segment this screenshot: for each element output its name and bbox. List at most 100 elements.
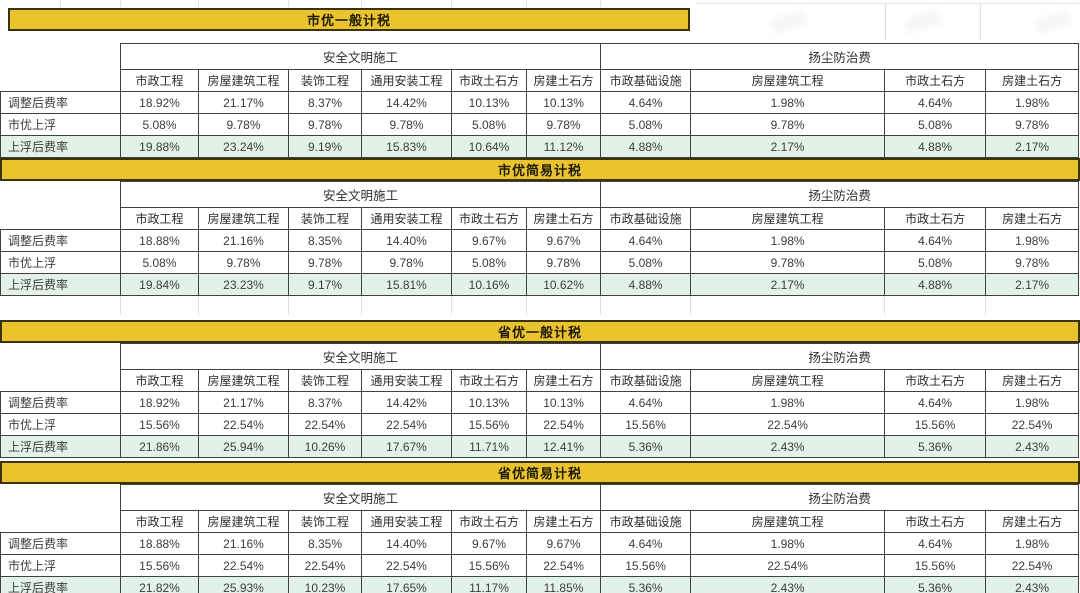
column-header: 房建土石方 (985, 510, 1080, 533)
row-label: 上浮后费率 (0, 576, 121, 593)
value-cell: 1.98% (985, 532, 1080, 555)
header-spacer (1, 370, 121, 392)
column-header: 房屋建筑工程 (690, 369, 886, 392)
value-cell: 9.78% (525, 113, 602, 136)
column-header: 房屋建筑工程 (198, 69, 289, 92)
value-cell: 19.88% (120, 135, 199, 158)
value-cell: 2.43% (985, 576, 1080, 593)
value-cell: 4.88% (884, 273, 987, 296)
value-cell: 15.56% (451, 413, 527, 436)
value-cell: 9.78% (198, 113, 289, 136)
gridline (120, 0, 121, 7)
group-header-dust: 扬尘防治费 (600, 343, 1080, 370)
value-cell: 4.88% (600, 273, 692, 296)
column-header: 房建土石方 (525, 510, 602, 533)
value-cell: 4.64% (884, 391, 987, 414)
value-cell: 4.88% (884, 135, 987, 158)
column-header: 通用安装工程 (361, 207, 452, 230)
tax-section: 省优简易计税 安全文明施工 扬尘防治费 市政工程 房屋建筑工程 装饰工程 通用安装工程… (0, 461, 1080, 593)
value-cell: 21.82% (120, 576, 199, 593)
row-label: 市优上浮 (0, 251, 121, 274)
header-spacer (1, 485, 121, 511)
gridline (526, 293, 527, 315)
value-cell: 5.08% (120, 251, 199, 274)
value-cell: 1.98% (985, 391, 1080, 414)
value-cell: 2.17% (985, 273, 1080, 296)
value-cell: 9.78% (985, 251, 1080, 274)
value-cell: 22.54% (690, 554, 886, 577)
value-cell: 25.93% (198, 576, 289, 593)
value-cell: 17.67% (361, 435, 452, 458)
value-cell: 9.67% (451, 229, 527, 252)
value-cell: 23.23% (198, 273, 289, 296)
row-label: 市优上浮 (0, 413, 121, 436)
value-cell: 15.56% (451, 554, 527, 577)
column-header: 房建土石方 (525, 369, 602, 392)
gridline (695, 3, 1080, 4)
value-cell: 5.08% (600, 113, 692, 136)
value-cell: 5.36% (884, 576, 987, 593)
section-title: 省优简易计税 (497, 466, 582, 481)
section-title-band: 省优一般计税 (0, 320, 1080, 343)
group-header-dust: 扬尘防治费 (600, 43, 1080, 70)
value-cell: 8.37% (288, 91, 362, 114)
value-cell: 23.24% (198, 135, 289, 158)
gridline (451, 0, 452, 7)
value-cell: 25.94% (198, 435, 289, 458)
value-cell: 2.43% (690, 576, 886, 593)
value-cell: 18.92% (120, 391, 199, 414)
value-cell: 5.08% (600, 251, 692, 274)
column-header: 装饰工程 (288, 207, 362, 230)
value-cell: 10.64% (451, 135, 527, 158)
section-title-band: 市优简易计税 (0, 158, 1080, 181)
column-header: 市政基础设施 (600, 69, 692, 92)
value-cell: 8.35% (288, 532, 362, 555)
gridline (600, 0, 601, 7)
row-label: 调整后费率 (0, 391, 121, 414)
value-cell: 14.40% (361, 532, 452, 555)
column-header: 市政基础设施 (600, 369, 692, 392)
row-label: 市优上浮 (0, 113, 121, 136)
value-cell: 22.54% (525, 413, 602, 436)
value-cell: 2.17% (690, 135, 886, 158)
value-cell: 9.78% (288, 251, 362, 274)
column-header: 市政工程 (120, 207, 199, 230)
value-cell: 21.16% (198, 229, 289, 252)
group-header-safety: 安全文明施工 (119, 43, 602, 70)
value-cell: 4.64% (884, 91, 987, 114)
row-label: 调整后费率 (0, 91, 121, 114)
value-cell: 1.98% (985, 229, 1080, 252)
value-cell: 5.36% (600, 435, 692, 458)
value-cell: 5.08% (451, 113, 527, 136)
value-cell: 22.54% (690, 413, 886, 436)
tax-section: 省优一般计税 安全文明施工 扬尘防治费 市政工程 房屋建筑工程 装饰工程 通用安装工程… (0, 320, 1080, 458)
value-cell: 4.64% (884, 229, 987, 252)
value-cell: 10.26% (288, 435, 362, 458)
row-label: 上浮后费率 (0, 273, 121, 296)
column-header: 房屋建筑工程 (690, 207, 886, 230)
rates-table: 安全文明施工 扬尘防治费 市政工程 房屋建筑工程 装饰工程 通用安装工程 市政土石方 房建… (0, 343, 1080, 458)
value-cell: 17.65% (361, 576, 452, 593)
table-row: 调整后费率 18.88% 21.16% 8.35% 14.40% 9.67% 9.67% 4.… (0, 532, 1080, 555)
value-cell: 10.13% (451, 391, 527, 414)
tax-section: 市优一般计税 安全文明施工 扬尘防治费 市政工程 房屋建筑工程 装饰工程 通用安装工程… (0, 8, 1080, 158)
value-cell: 21.17% (198, 91, 289, 114)
value-cell: 11.12% (525, 135, 602, 158)
value-cell: 10.62% (525, 273, 602, 296)
group-header-safety: 安全文明施工 (119, 181, 602, 208)
row-label: 市优上浮 (0, 554, 121, 577)
value-cell: 10.23% (288, 576, 362, 593)
gridline (980, 3, 981, 40)
column-header: 房建土石方 (525, 207, 602, 230)
group-header-safety: 安全文明施工 (119, 343, 602, 370)
column-header: 房屋建筑工程 (198, 369, 289, 392)
column-header: 市政土石方 (884, 369, 987, 392)
header-spacer (1, 70, 121, 92)
value-cell: 15.56% (600, 413, 692, 436)
value-cell: 22.54% (985, 554, 1080, 577)
table-row: 调整后费率 18.88% 21.16% 8.35% 14.40% 9.67% 9.67% 4.… (0, 229, 1080, 252)
value-cell: 11.71% (451, 435, 527, 458)
value-cell: 15.56% (884, 413, 987, 436)
value-cell: 22.54% (361, 413, 452, 436)
value-cell: 18.88% (120, 532, 199, 555)
